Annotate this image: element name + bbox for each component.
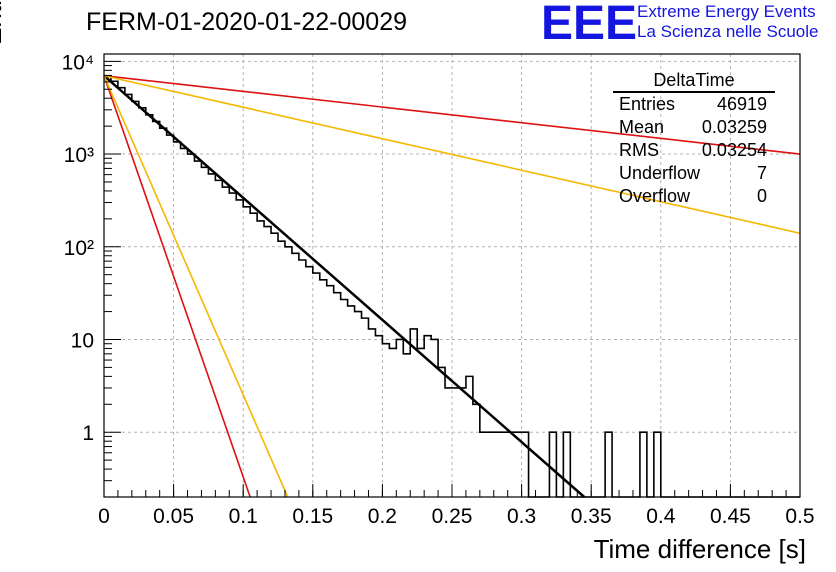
- fit-line: [103, 74, 801, 235]
- stats-value: 0.03254: [701, 140, 767, 160]
- x-tick-label: 0.35: [571, 505, 612, 528]
- stats-label: Underflow: [619, 163, 701, 183]
- stats-label: Overflow: [619, 186, 691, 206]
- eee-logo-line1: Extreme Energy Events: [637, 2, 816, 21]
- stats-row-rms: RMS 0.03254: [613, 139, 775, 162]
- stats-row-underflow: Underflow 7: [613, 162, 775, 185]
- x-axis-label: Time difference [s]: [593, 534, 806, 564]
- x-tick-label: 0.15: [292, 505, 333, 528]
- stats-box: DeltaTime Entries 46919 Mean 0.03259 RMS…: [613, 69, 775, 208]
- y-tick-label: 10: [71, 329, 94, 352]
- eee-logo-line2: La Scienza nelle Scuole: [637, 22, 819, 41]
- y-axis-label: Entries/bin: [0, 0, 8, 45]
- stats-value: 46919: [716, 94, 767, 114]
- x-tick-label: 0.3: [507, 505, 536, 528]
- x-tick-label: 0.45: [710, 505, 751, 528]
- y-tick-label: 10⁴: [62, 51, 94, 74]
- stats-label: RMS: [619, 140, 659, 160]
- x-tick-label: 0.1: [229, 505, 258, 528]
- stats-label: Mean: [619, 117, 665, 137]
- y-tick-label: 10²: [64, 237, 94, 260]
- fit-line: [103, 75, 251, 498]
- x-tick-label: 0.25: [432, 505, 473, 528]
- stats-title: DeltaTime: [613, 69, 775, 93]
- stats-row-entries: Entries 46919: [613, 93, 775, 116]
- fit-line: [103, 74, 801, 155]
- x-tick-label: 0.05: [153, 505, 194, 528]
- x-tick-label: 0.2: [368, 505, 397, 528]
- eee-logo: EEE: [541, 0, 638, 50]
- fit-line: [103, 75, 289, 498]
- chart-title: FERM-01-2020-01-22-00029: [86, 8, 408, 36]
- stats-value: 0.03259: [701, 117, 767, 137]
- x-tick-label: 0: [98, 505, 110, 528]
- x-axis-ticks: 0 0.05 0.1 0.15 0.2 0.25 0.3 0.35 0.4 0.45 0.5: [98, 484, 815, 528]
- x-tick-label: 0.5: [785, 505, 814, 528]
- x-tick-label: 0.4: [646, 505, 676, 528]
- fit-lines: [103, 74, 801, 498]
- stats-row-overflow: Overflow 0: [613, 185, 775, 208]
- fit-line: [103, 74, 586, 498]
- stats-value: 0: [756, 186, 767, 206]
- stats-row-mean: Mean 0.03259: [613, 116, 775, 139]
- stats-label: Entries: [619, 94, 676, 114]
- y-tick-label: 10³: [64, 144, 94, 167]
- stats-value: 7: [756, 163, 767, 183]
- y-tick-label: 1: [82, 422, 94, 445]
- y-axis-ticks: 1 10 10² 10³ 10⁴: [62, 51, 121, 498]
